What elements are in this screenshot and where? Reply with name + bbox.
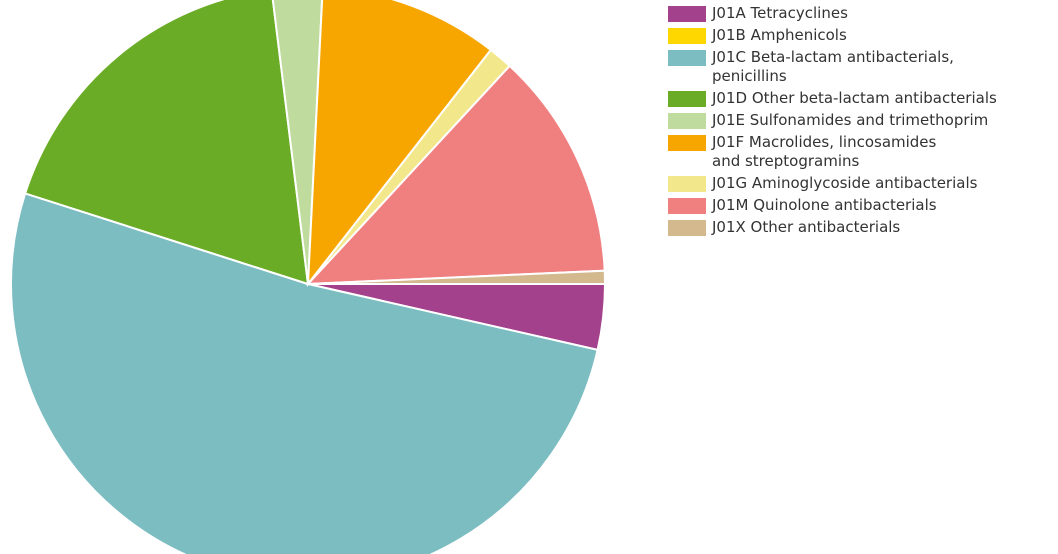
legend-label-5: J01F Macrolides, lincosamides and strept… bbox=[712, 133, 937, 170]
legend-item-8: J01X Other antibacterials bbox=[668, 218, 1058, 237]
legend-label-0: J01A Tetracyclines bbox=[712, 4, 848, 22]
legend-label-4: J01E Sulfonamides and trimethoprim bbox=[712, 111, 989, 129]
legend-item-2: J01C Beta-lactam antibacterials, penicil… bbox=[668, 48, 1058, 86]
legend-swatch-1 bbox=[668, 28, 706, 44]
legend-swatch-3 bbox=[668, 91, 706, 107]
legend-item-7: J01M Quinolone antibacterials bbox=[668, 196, 1058, 215]
legend-item-0: J01A Tetracyclines bbox=[668, 4, 1058, 23]
legend-item-4: J01E Sulfonamides and trimethoprim bbox=[668, 111, 1058, 130]
legend-swatch-0 bbox=[668, 6, 706, 22]
legend-swatch-6 bbox=[668, 176, 706, 192]
pie-slice-8 bbox=[307, 269, 607, 285]
legend-label-8: J01X Other antibacterials bbox=[712, 218, 901, 236]
legend-item-3: J01D Other beta-lactam antibacterials bbox=[668, 89, 1058, 108]
pie-chart bbox=[10, 0, 607, 554]
pie-slice-4 bbox=[271, 0, 324, 285]
pie-slice-7 bbox=[305, 64, 606, 286]
legend: J01A Tetracyclines J01B Amphenicols J01C B… bbox=[668, 4, 1058, 240]
legend-label-3: J01D Other beta-lactam antibacterials bbox=[712, 89, 997, 107]
legend-swatch-8 bbox=[668, 220, 706, 236]
pie-slice-3 bbox=[23, 0, 310, 286]
pie-slice-5 bbox=[306, 0, 493, 288]
legend-item-5: J01F Macrolides, lincosamides and strept… bbox=[668, 133, 1058, 171]
legend-label-2: J01C Beta-lactam antibacterials, penicil… bbox=[712, 48, 954, 85]
legend-swatch-7 bbox=[668, 198, 706, 214]
legend-label-6: J01G Aminoglycoside antibacterials bbox=[712, 174, 978, 192]
legend-swatch-5 bbox=[668, 135, 706, 151]
legend-label-7: J01M Quinolone antibacterials bbox=[712, 196, 937, 214]
legend-item-1: J01B Amphenicols bbox=[668, 26, 1058, 45]
legend-swatch-4 bbox=[668, 113, 706, 129]
pie-slice-2 bbox=[10, 192, 599, 554]
legend-label-1: J01B Amphenicols bbox=[712, 26, 847, 44]
legend-swatch-2 bbox=[668, 50, 706, 66]
pie-slices bbox=[10, 0, 607, 554]
legend-item-6: J01G Aminoglycoside antibacterials bbox=[668, 174, 1058, 193]
